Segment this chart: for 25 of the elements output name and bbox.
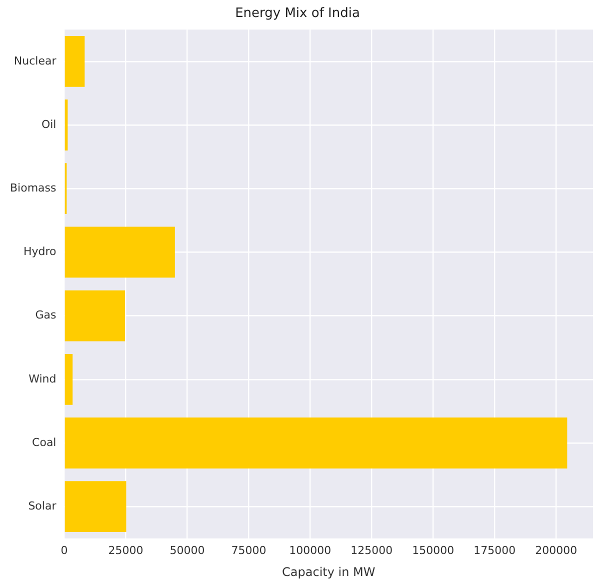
x-tick-label: 0 bbox=[60, 544, 68, 557]
x-tick-label: 50000 bbox=[170, 544, 205, 557]
y-tick-label: Gas bbox=[35, 308, 57, 322]
bar bbox=[64, 36, 85, 87]
bar bbox=[64, 418, 568, 468]
x-tick-label: 100000 bbox=[289, 544, 332, 557]
chart-title: Energy Mix of India bbox=[235, 6, 360, 22]
y-tick-label: Solar bbox=[28, 499, 57, 512]
y-tick-label: Hydro bbox=[23, 245, 57, 258]
x-tick-label: 75000 bbox=[231, 544, 266, 557]
y-tick-label: Nuclear bbox=[14, 54, 57, 68]
x-tick-label: 200000 bbox=[535, 544, 578, 557]
bar bbox=[64, 481, 126, 532]
x-tick-label: 25000 bbox=[108, 544, 144, 557]
y-tick-label: Oil bbox=[41, 118, 56, 131]
y-tick-label: Coal bbox=[32, 436, 56, 449]
y-tick-label: Wind bbox=[28, 372, 56, 386]
y-tick-label: Biomass bbox=[10, 181, 57, 194]
x-tick-label: 175000 bbox=[474, 544, 516, 557]
x-tick-label: 150000 bbox=[412, 544, 454, 557]
x-tick-label: 125000 bbox=[350, 544, 393, 557]
bar bbox=[64, 226, 175, 278]
bar bbox=[64, 290, 125, 342]
x-axis-title: Capacity in MW bbox=[282, 564, 376, 579]
bar bbox=[64, 354, 73, 405]
